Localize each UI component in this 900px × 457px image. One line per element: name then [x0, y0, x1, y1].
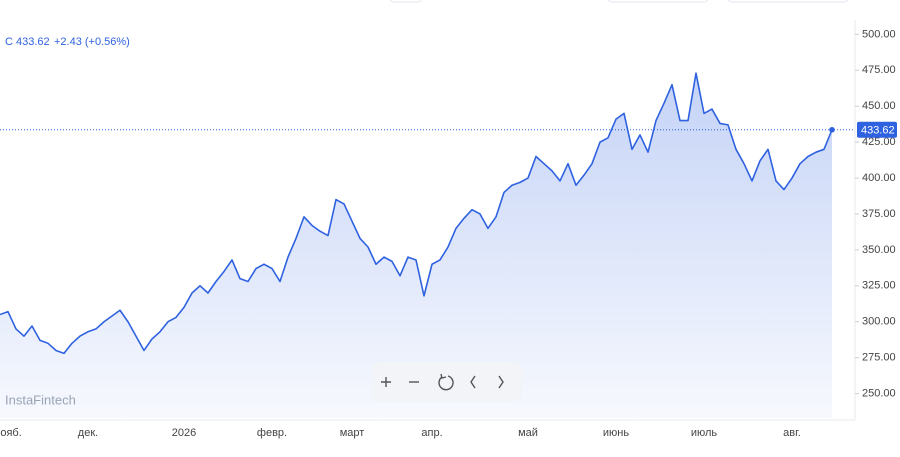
y-tick-label: 450.00 — [862, 100, 896, 112]
top-button[interactable] — [389, 0, 423, 3]
symbol: C — [5, 36, 13, 48]
reset-button[interactable] — [438, 373, 454, 391]
y-tick-label: 250.00 — [862, 387, 896, 399]
last-price-box — [857, 121, 897, 138]
y-tick-label: 375.00 — [862, 208, 896, 220]
x-tick-label: дек. — [78, 427, 98, 439]
x-tick-label: июнь — [603, 427, 629, 439]
last-price: 433.62 — [16, 36, 50, 48]
x-tick-label: февр. — [257, 427, 287, 439]
scroll-left-button[interactable] — [470, 375, 476, 389]
x-tick-label: март — [340, 427, 365, 439]
scroll-right-button[interactable] — [498, 375, 504, 389]
y-tick-label: 300.00 — [862, 316, 896, 328]
x-tick-label: апр. — [421, 427, 442, 439]
last-point — [829, 126, 835, 133]
y-tick-label: 500.00 — [862, 28, 896, 40]
y-tick-label: 325.00 — [862, 280, 896, 292]
x-tick-label: 2026 — [172, 427, 196, 439]
y-tick-label: 350.00 — [862, 244, 896, 256]
y-tick-label: 400.00 — [862, 172, 896, 184]
top-button[interactable] — [607, 0, 709, 3]
y-tick-label: 425.00 — [862, 136, 896, 148]
y-tick-label: 475.00 — [862, 64, 896, 76]
x-tick-label: авг. — [783, 427, 801, 439]
y-tick-label: 275.00 — [862, 352, 896, 364]
toolbar — [372, 362, 522, 402]
toolbar-bg — [372, 362, 522, 402]
watermark: InstaFintech — [5, 392, 76, 407]
last-price-label: 433.62 — [861, 125, 895, 137]
zoom-in-button[interactable] — [381, 377, 391, 387]
price-change: +2.43 (+0.56%) — [54, 36, 130, 48]
x-tick-label: нояб. — [0, 427, 22, 439]
price-line — [0, 72, 833, 355]
x-tick-label: июль — [691, 427, 718, 439]
x-tick-label: май — [518, 427, 538, 439]
top-button[interactable] — [727, 0, 849, 3]
area — [0, 73, 832, 419]
